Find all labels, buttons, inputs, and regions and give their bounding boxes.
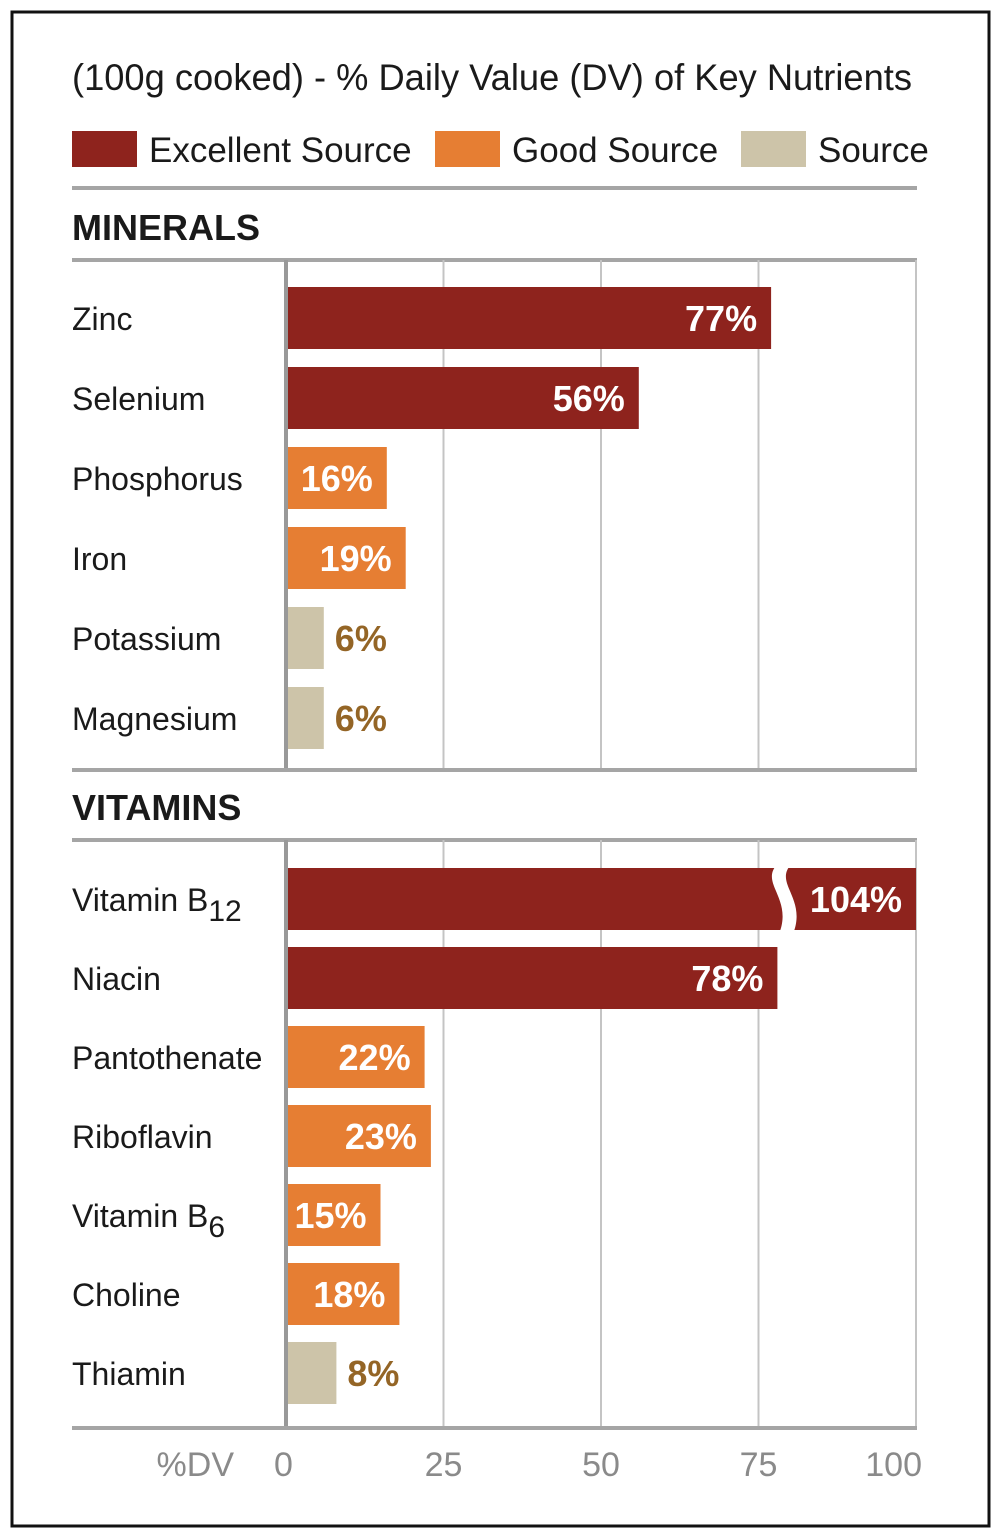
bar-label: Magnesium	[72, 701, 237, 737]
bar-excellent	[286, 367, 639, 429]
chart-title: (100g cooked) - % Daily Value (DV) of Ke…	[72, 57, 912, 98]
bar-value-label: 18%	[313, 1274, 385, 1315]
x-tick-label: 25	[425, 1446, 463, 1484]
bar-good	[286, 1263, 400, 1325]
bar-label: Selenium	[72, 381, 205, 417]
bar-source	[286, 607, 324, 669]
legend-swatch-excellent	[72, 131, 137, 167]
bar-good	[286, 1184, 381, 1246]
section-header: VITAMINS	[72, 787, 241, 828]
axis-break-mark	[771, 866, 797, 932]
section-header: MINERALS	[72, 207, 260, 248]
bar-value-label: 78%	[691, 958, 763, 999]
bar-label: Iron	[72, 541, 127, 577]
bar-value-label: 19%	[320, 538, 392, 579]
bar-label: Potassium	[72, 621, 221, 657]
bar-value-label: 23%	[345, 1116, 417, 1157]
bar-label: Niacin	[72, 961, 161, 997]
bar-source	[286, 1342, 337, 1404]
legend-label-source: Source	[818, 131, 929, 170]
bar-value-label: 8%	[347, 1353, 399, 1394]
bar-label: Choline	[72, 1277, 181, 1313]
bar-value-label: 6%	[335, 618, 387, 659]
bar-label: Thiamin	[72, 1356, 186, 1392]
x-tick-label: 0	[274, 1446, 293, 1484]
x-tick-label: 50	[582, 1446, 620, 1484]
bar-value-label: 6%	[335, 698, 387, 739]
x-axis: %DV 0 25 50 75 100	[157, 1446, 922, 1484]
legend-swatch-good	[435, 131, 500, 167]
bar-value-label: 104%	[810, 879, 902, 920]
bar-excellent	[286, 947, 778, 1009]
legend-label-excellent: Excellent Source	[149, 131, 412, 170]
bar-value-label: 15%	[294, 1195, 366, 1236]
x-tick-label: 100	[865, 1446, 922, 1484]
bar-label: Phosphorus	[72, 461, 243, 497]
bar-label: Riboflavin	[72, 1119, 213, 1155]
bar-excellent	[286, 868, 916, 930]
bar-label: Pantothenate	[72, 1040, 262, 1076]
bar-label: Zinc	[72, 301, 132, 337]
legend-label-good: Good Source	[512, 131, 718, 170]
x-tick-label: 75	[740, 1446, 778, 1484]
bar-value-label: 77%	[685, 298, 757, 339]
bar-value-label: 56%	[553, 378, 625, 419]
bar-source	[286, 687, 324, 749]
bar-value-label: 16%	[301, 458, 373, 499]
bar-good	[286, 1026, 425, 1088]
axis-label: %DV	[157, 1446, 235, 1484]
bar-value-label: 22%	[339, 1037, 411, 1078]
bar-good	[286, 527, 406, 589]
legend-swatch-source	[741, 131, 806, 167]
bar-good	[286, 1105, 431, 1167]
plot-area: MINERALS Zinc 77% Selenium 56% Phosphorus 16% I…	[72, 186, 917, 1430]
bar-good	[286, 447, 387, 509]
legend: Excellent Source Good Source Source	[72, 131, 929, 170]
bar-excellent	[286, 287, 772, 349]
